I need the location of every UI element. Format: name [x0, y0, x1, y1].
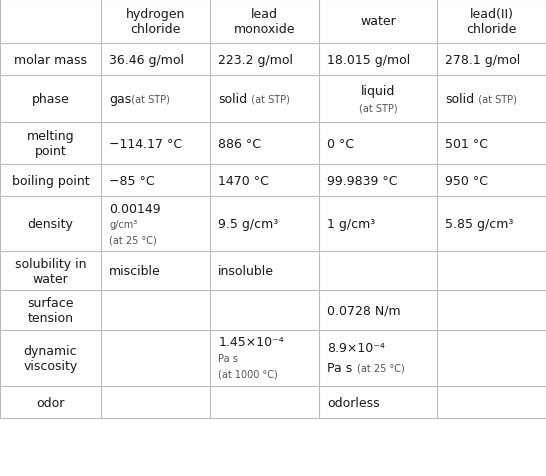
- Text: dynamic
viscosity: dynamic viscosity: [23, 344, 78, 372]
- Text: molar mass: molar mass: [14, 53, 87, 67]
- Text: g/cm³: g/cm³: [109, 219, 137, 229]
- Text: (at STP): (at STP): [125, 95, 170, 104]
- Text: hydrogen
chloride: hydrogen chloride: [126, 8, 185, 36]
- Text: (at STP): (at STP): [359, 103, 397, 113]
- Text: miscible: miscible: [109, 265, 161, 278]
- Text: 223.2 g/mol: 223.2 g/mol: [218, 53, 293, 67]
- Text: (at STP): (at STP): [472, 95, 517, 104]
- Text: 278.1 g/mol: 278.1 g/mol: [445, 53, 520, 67]
- Text: 1.45×10⁻⁴: 1.45×10⁻⁴: [218, 336, 284, 349]
- Text: boiling point: boiling point: [11, 174, 90, 188]
- Text: 886 °C: 886 °C: [218, 137, 261, 150]
- Text: melting
point: melting point: [27, 130, 74, 158]
- Text: insoluble: insoluble: [218, 265, 274, 278]
- Text: water: water: [360, 15, 396, 29]
- Text: liquid: liquid: [361, 85, 395, 98]
- Text: (at 25 °C): (at 25 °C): [358, 363, 405, 373]
- Text: −114.17 °C: −114.17 °C: [109, 137, 182, 150]
- Text: odorless: odorless: [328, 396, 380, 409]
- Text: 5.85 g/cm³: 5.85 g/cm³: [445, 218, 513, 231]
- Text: density: density: [27, 218, 74, 231]
- Text: solid: solid: [445, 93, 474, 106]
- Text: solubility in
water: solubility in water: [15, 258, 86, 285]
- Text: 1 g/cm³: 1 g/cm³: [328, 218, 376, 231]
- Text: 18.015 g/mol: 18.015 g/mol: [328, 53, 411, 67]
- Text: 36.46 g/mol: 36.46 g/mol: [109, 53, 184, 67]
- Text: 0 °C: 0 °C: [328, 137, 354, 150]
- Text: 1470 °C: 1470 °C: [218, 174, 269, 188]
- Text: 0.00149: 0.00149: [109, 203, 161, 216]
- Text: 0.0728 N/m: 0.0728 N/m: [328, 304, 401, 317]
- Text: odor: odor: [37, 396, 64, 409]
- Text: −85 °C: −85 °C: [109, 174, 155, 188]
- Text: (at STP): (at STP): [245, 95, 290, 104]
- Text: 9.5 g/cm³: 9.5 g/cm³: [218, 218, 278, 231]
- Text: phase: phase: [32, 93, 69, 106]
- Text: 501 °C: 501 °C: [445, 137, 488, 150]
- Text: lead
monoxide: lead monoxide: [234, 8, 295, 36]
- Text: (at 1000 °C): (at 1000 °C): [218, 369, 278, 379]
- Text: surface
tension: surface tension: [27, 297, 74, 324]
- Text: solid: solid: [218, 93, 247, 106]
- Text: (at 25 °C): (at 25 °C): [109, 235, 157, 245]
- Text: Pa s: Pa s: [218, 353, 238, 363]
- Text: 8.9×10⁻⁴: 8.9×10⁻⁴: [328, 341, 385, 354]
- Text: Pa s: Pa s: [328, 362, 353, 375]
- Text: 99.9839 °C: 99.9839 °C: [328, 174, 398, 188]
- Text: gas: gas: [109, 93, 131, 106]
- Text: lead(II)
chloride: lead(II) chloride: [466, 8, 517, 36]
- Text: 950 °C: 950 °C: [445, 174, 488, 188]
